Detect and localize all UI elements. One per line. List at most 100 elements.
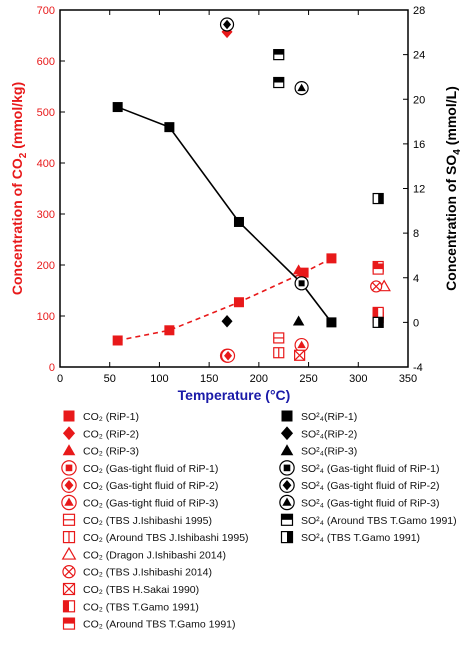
legend-so4-label-0: SO²₄(RiP-1) [301,411,357,423]
legend-co2-label-0: CO₂ (RiP-1) [83,411,139,423]
y-right-tick-label: 8 [413,228,419,240]
legend-so4-label-3: SO²₄ (Gas-tight fluid of RiP-1) [301,463,440,475]
y-right-tick-label: -4 [413,362,423,374]
legend-co2-label-6: CO₂ (TBS J.Ishibashi 1995) [83,515,212,527]
data-point-0-3 [298,267,309,278]
data-point-19-0 [273,49,285,61]
y-left-tick-label: 100 [37,311,55,323]
data-point-7-0 [273,347,285,359]
legend-so4-marker-7 [280,530,294,544]
legend-co2-marker-6 [62,513,76,526]
data-point-16-0 [294,276,309,291]
series-line-13 [117,106,333,323]
legend-co2-marker-12 [62,617,76,630]
legend-so4-label-4: SO²₄ (Gas-tight fluid of RiP-2) [301,480,440,492]
data-point-2-0 [292,264,305,275]
legend-co2-marker-0 [63,410,75,422]
data-point-20-0 [372,192,384,205]
legend-co2-label-9: CO₂ (TBS J.Ishibashi 2014) [83,567,212,579]
data-point-13-2 [233,216,244,227]
data-point-13-0 [112,102,123,113]
x-tick-label: 150 [200,373,218,385]
legend-so4-marker-0 [281,410,293,422]
data-point-15-0 [292,315,305,326]
data-point-0-1 [164,325,175,336]
legend-co2-label-4: CO₂ (Gas-tight fluid of RiP-2) [83,480,218,492]
data-point-20-1 [372,316,384,328]
data-point-9-0 [370,280,383,293]
legend: CO₂ (RiP-1) CO₂ (RiP-2) CO₂ (RiP-3) CO₂ (Ga… [61,410,457,631]
legend-co2-label-5: CO₂ (Gas-tight fluid of RiP-3) [83,498,218,510]
legend-so4-marker-3 [279,460,295,476]
data-point-4-0 [220,348,236,363]
legend-co2-marker-1 [62,426,76,441]
y-left-tick-label: 300 [37,209,55,221]
x-tick-label: 250 [299,373,317,385]
y-left-tick-label: 600 [37,56,55,68]
data-point-19-1 [273,76,285,89]
legend-so4-label-5: SO²₄ (Gas-tight fluid of RiP-3) [301,498,440,510]
legend-co2-marker-7 [62,530,76,544]
data-point-12-0 [372,263,384,275]
legend-so4-marker-5 [279,494,295,511]
y-right-axis-title: Concentration of SO4 (mmol/L) [443,86,463,291]
legend-co2-label-12: CO₂ (Around TBS T.Gamo 1991) [83,619,236,631]
data-point-11-1 [372,306,384,319]
x-tick-label: 350 [399,373,417,385]
data-point-18-0 [294,80,309,96]
legend-co2-label-2: CO₂ (RiP-3) [83,446,139,458]
plot-area: 0 50 100 150 200 250 300 3500100200300400500600… [9,5,463,403]
y-left-tick-label: 200 [37,260,55,272]
data-point-13-1 [164,122,175,133]
legend-co2-label-7: CO₂ (Around TBS J.Ishibashi 1995) [83,532,249,544]
legend-co2-marker-4 [61,477,77,493]
data-point-14-0 [221,315,233,328]
y-right-tick-label: 24 [413,50,425,62]
data-point-5-0 [294,337,309,353]
legend-co2-marker-8 [61,546,77,560]
y-right-tick-label: 12 [413,184,425,196]
legend-co2-label-1: CO₂ (RiP-2) [83,428,139,440]
y-right-tick-label: 20 [413,94,425,106]
data-point-17-0 [219,17,235,32]
legend-co2-label-10: CO₂ (TBS H.Sakai 1990) [83,584,199,596]
y-left-tick-label: 700 [37,5,55,17]
x-tick-label: 300 [349,373,367,385]
data-point-0-2 [233,297,244,308]
legend-co2-marker-10 [62,582,76,596]
y-left-tick-label: 0 [49,362,55,374]
legend-so4-label-2: SO²₄(RiP-3) [301,446,357,458]
legend-co2-marker-11 [62,600,76,613]
x-tick-label: 0 [57,373,63,385]
legend-co2-marker-2 [62,444,76,456]
data-point-6-0 [273,332,285,344]
legend-so4-marker-1 [280,426,294,441]
y-right-tick-label: 4 [413,273,419,285]
legend-co2-marker-5 [61,494,77,511]
data-point-13-4 [326,317,337,328]
legend-so4-marker-2 [280,444,294,456]
y-right-tick-label: 0 [413,317,419,329]
legend-so4-label-1: SO²₄(RiP-2) [301,428,357,440]
legend-so4-label-7: SO²₄ (TBS T.Gamo 1991) [301,532,420,544]
y-left-tick-label: 400 [37,158,55,170]
y-right-tick-label: 28 [413,5,425,17]
legend-co2-label-8: CO₂ (Dragon J.Ishibashi 2014) [83,549,226,561]
legend-co2-label-3: CO₂ (Gas-tight fluid of RiP-1) [83,463,218,475]
x-tick-label: 50 [104,373,116,385]
plot-frame [59,9,409,368]
data-point-0-0 [112,335,123,346]
legend-so4-label-6: SO²₄ (Around TBS T.Gamo 1991) [301,515,457,527]
y-left-axis-title: Concentration of CO2 (mmol/kg) [9,82,29,295]
legend-co2-marker-9 [62,565,76,579]
y-right-tick-label: 16 [413,139,425,151]
x-tick-label: 100 [150,373,168,385]
x-tick-label: 200 [250,373,268,385]
legend-co2-label-11: CO₂ (TBS T.Gamo 1991) [83,601,199,613]
data-point-10-0 [294,349,306,361]
y-left-tick-label: 500 [37,107,55,119]
legend-co2-marker-3 [61,460,77,476]
legend-so4-marker-6 [280,513,294,526]
legend-so4-marker-4 [279,477,295,493]
